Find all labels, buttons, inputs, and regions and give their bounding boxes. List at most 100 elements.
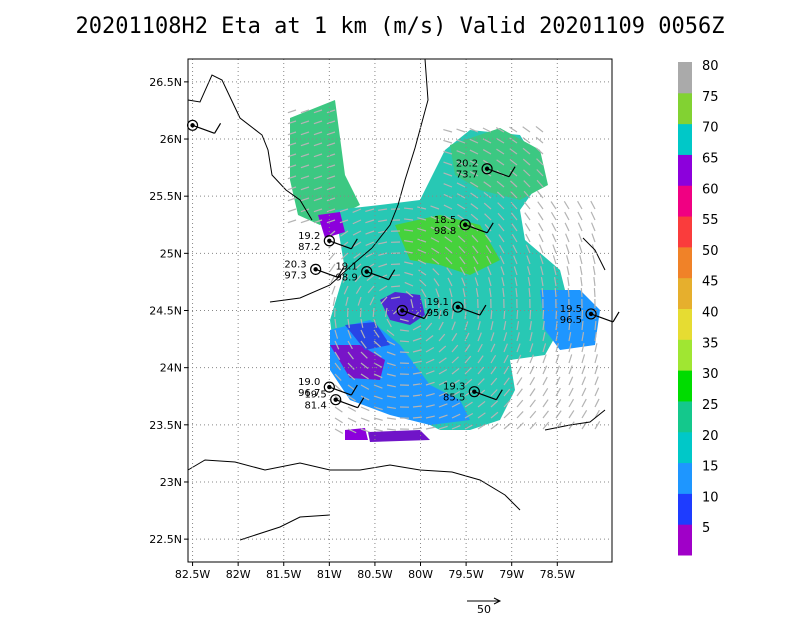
wind-vector (580, 287, 583, 298)
wind-vector (539, 255, 544, 265)
station-plot (396, 304, 431, 320)
wind-vector (300, 142, 310, 147)
wind-vector (372, 307, 375, 318)
wind-vector (342, 274, 349, 283)
wind-vector (459, 256, 466, 265)
wind-vector (360, 362, 369, 370)
wind-vector (403, 218, 414, 221)
wind-vector (438, 403, 448, 408)
wind-vector (451, 379, 460, 386)
wind-vector (425, 404, 435, 408)
station-plot: 19.385.5 (443, 382, 503, 404)
wind-vector (386, 329, 395, 337)
wind-vector (300, 164, 310, 169)
station-value: 98.8 (434, 226, 456, 237)
wind-vector (366, 274, 375, 282)
wind-vector (347, 329, 352, 339)
wind-vector (386, 406, 396, 410)
x-tick-label: 80W (408, 568, 433, 581)
wind-vector (550, 211, 557, 221)
wind-vector (537, 212, 544, 221)
wind-vector (399, 329, 410, 332)
wind-vector (568, 365, 573, 375)
wind-vector (477, 378, 485, 386)
wind-vector (360, 329, 366, 339)
wind-vector (529, 354, 534, 364)
station-temperature: 18.5 (434, 215, 456, 226)
station-plot: 19.096.7 (298, 377, 358, 399)
wind-barb-flag (495, 389, 503, 400)
wind-vector (529, 309, 532, 320)
wind-vector (542, 399, 549, 408)
wind-vector (313, 153, 323, 158)
wind-barb-flag (612, 311, 620, 323)
wind-vector (386, 395, 396, 399)
wind-vector (425, 322, 433, 331)
wind-vector (490, 389, 498, 397)
wind-vector (525, 244, 531, 254)
wind-vector (456, 160, 466, 166)
station-dot (484, 166, 490, 171)
station-dot (327, 384, 332, 390)
wind-vector (591, 233, 596, 243)
coastline-florida-west (187, 74, 313, 221)
wind-vector (483, 191, 492, 199)
wind-vector (404, 250, 414, 254)
wind-vector (516, 411, 524, 419)
station-markers: 20.273.718.598.819.287.220.397.319.198.9… (186, 119, 620, 412)
wind-vector (437, 298, 440, 309)
wind-vector (503, 422, 512, 430)
wind-vector (460, 266, 466, 276)
wind-vector (451, 310, 455, 320)
station-dot (455, 304, 461, 310)
wind-vector (472, 245, 479, 254)
wind-vector (536, 169, 544, 177)
station-dot (313, 267, 318, 272)
wind-vector (594, 376, 599, 386)
colorbar-label: 45 (702, 275, 719, 290)
wind-vector (365, 241, 375, 246)
station-value: 96.5 (560, 315, 582, 326)
wind-vector (542, 332, 546, 342)
wind-vector (378, 241, 388, 245)
wind-vector (542, 376, 548, 386)
wind-vector (334, 329, 339, 339)
wind-vector (352, 208, 362, 213)
wind-vector (313, 120, 323, 125)
station-dot (472, 389, 477, 394)
wind-vector (326, 153, 336, 158)
wind-vector (287, 131, 297, 136)
wind-vector (443, 150, 453, 155)
wind-vector (594, 398, 600, 408)
station-circle (323, 381, 335, 393)
y-tick-label: 25.5N (149, 190, 182, 203)
wind-vector (340, 241, 349, 249)
wind-vector (404, 240, 414, 243)
wind-vector (300, 197, 310, 202)
wind-vector (554, 287, 557, 298)
wind-vector (477, 389, 486, 397)
wind-vector (516, 343, 521, 353)
station-value: 87.2 (298, 242, 320, 253)
wind-vector (496, 191, 505, 199)
wind-vector (417, 249, 427, 254)
wind-vector (503, 400, 511, 408)
wind-vector (326, 208, 336, 213)
y-tick-label: 25N (160, 247, 182, 260)
wind-vector (464, 378, 473, 386)
wind-vector (522, 137, 531, 144)
wind-vector (593, 276, 596, 287)
wind-vector (565, 244, 570, 254)
wind-vector (404, 271, 414, 276)
wind-vector (391, 296, 401, 300)
wind-vector (417, 227, 427, 232)
colorbar-swatch (678, 62, 692, 94)
coastline-cuba-2 (239, 514, 331, 541)
wind-vector (300, 109, 310, 114)
wind-vector (577, 211, 583, 221)
wind-barb (329, 240, 352, 250)
colorbar-label: 50 (702, 244, 719, 259)
colorbar-label: 25 (702, 398, 719, 413)
wind-vector (555, 376, 561, 386)
station-plot: 19.596.5 (560, 304, 620, 326)
